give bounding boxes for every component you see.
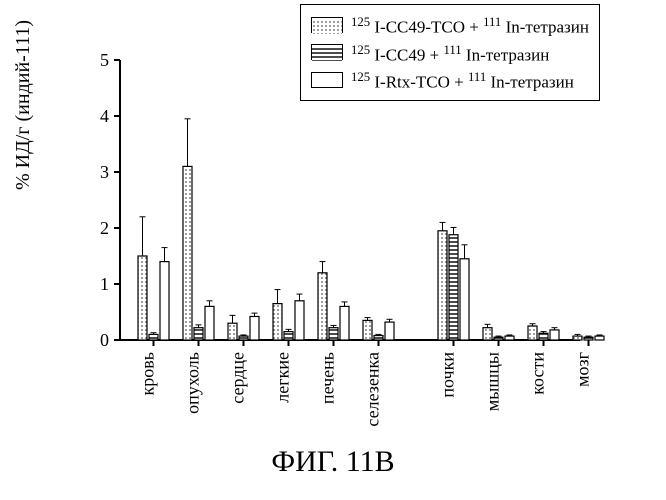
bar-chart: 0 1 2 3 4 5 кровь опухоль сердце легкие печень селе… (40, 20, 640, 450)
svg-text:сердце: сердце (228, 352, 248, 404)
svg-text:5: 5 (100, 50, 109, 70)
svg-text:мозг: мозг (573, 352, 593, 387)
svg-text:опухоль: опухоль (183, 352, 203, 414)
svg-text:почки: почки (438, 352, 458, 398)
svg-text:1: 1 (100, 274, 109, 294)
svg-text:селезенка: селезенка (363, 352, 383, 427)
svg-text:мышцы: мышцы (483, 352, 503, 411)
svg-text:кости: кости (528, 352, 548, 395)
figure-caption: ФИГ. 11B (0, 445, 666, 479)
svg-text:2: 2 (100, 218, 109, 238)
svg-text:легкие: легкие (273, 352, 293, 403)
svg-text:3: 3 (100, 162, 109, 182)
svg-text:0: 0 (100, 330, 109, 350)
svg-text:кровь: кровь (138, 352, 158, 395)
svg-text:4: 4 (100, 106, 109, 126)
y-axis-label: % ИД/г (индий-111) (12, 20, 35, 190)
svg-text:печень: печень (318, 352, 338, 404)
